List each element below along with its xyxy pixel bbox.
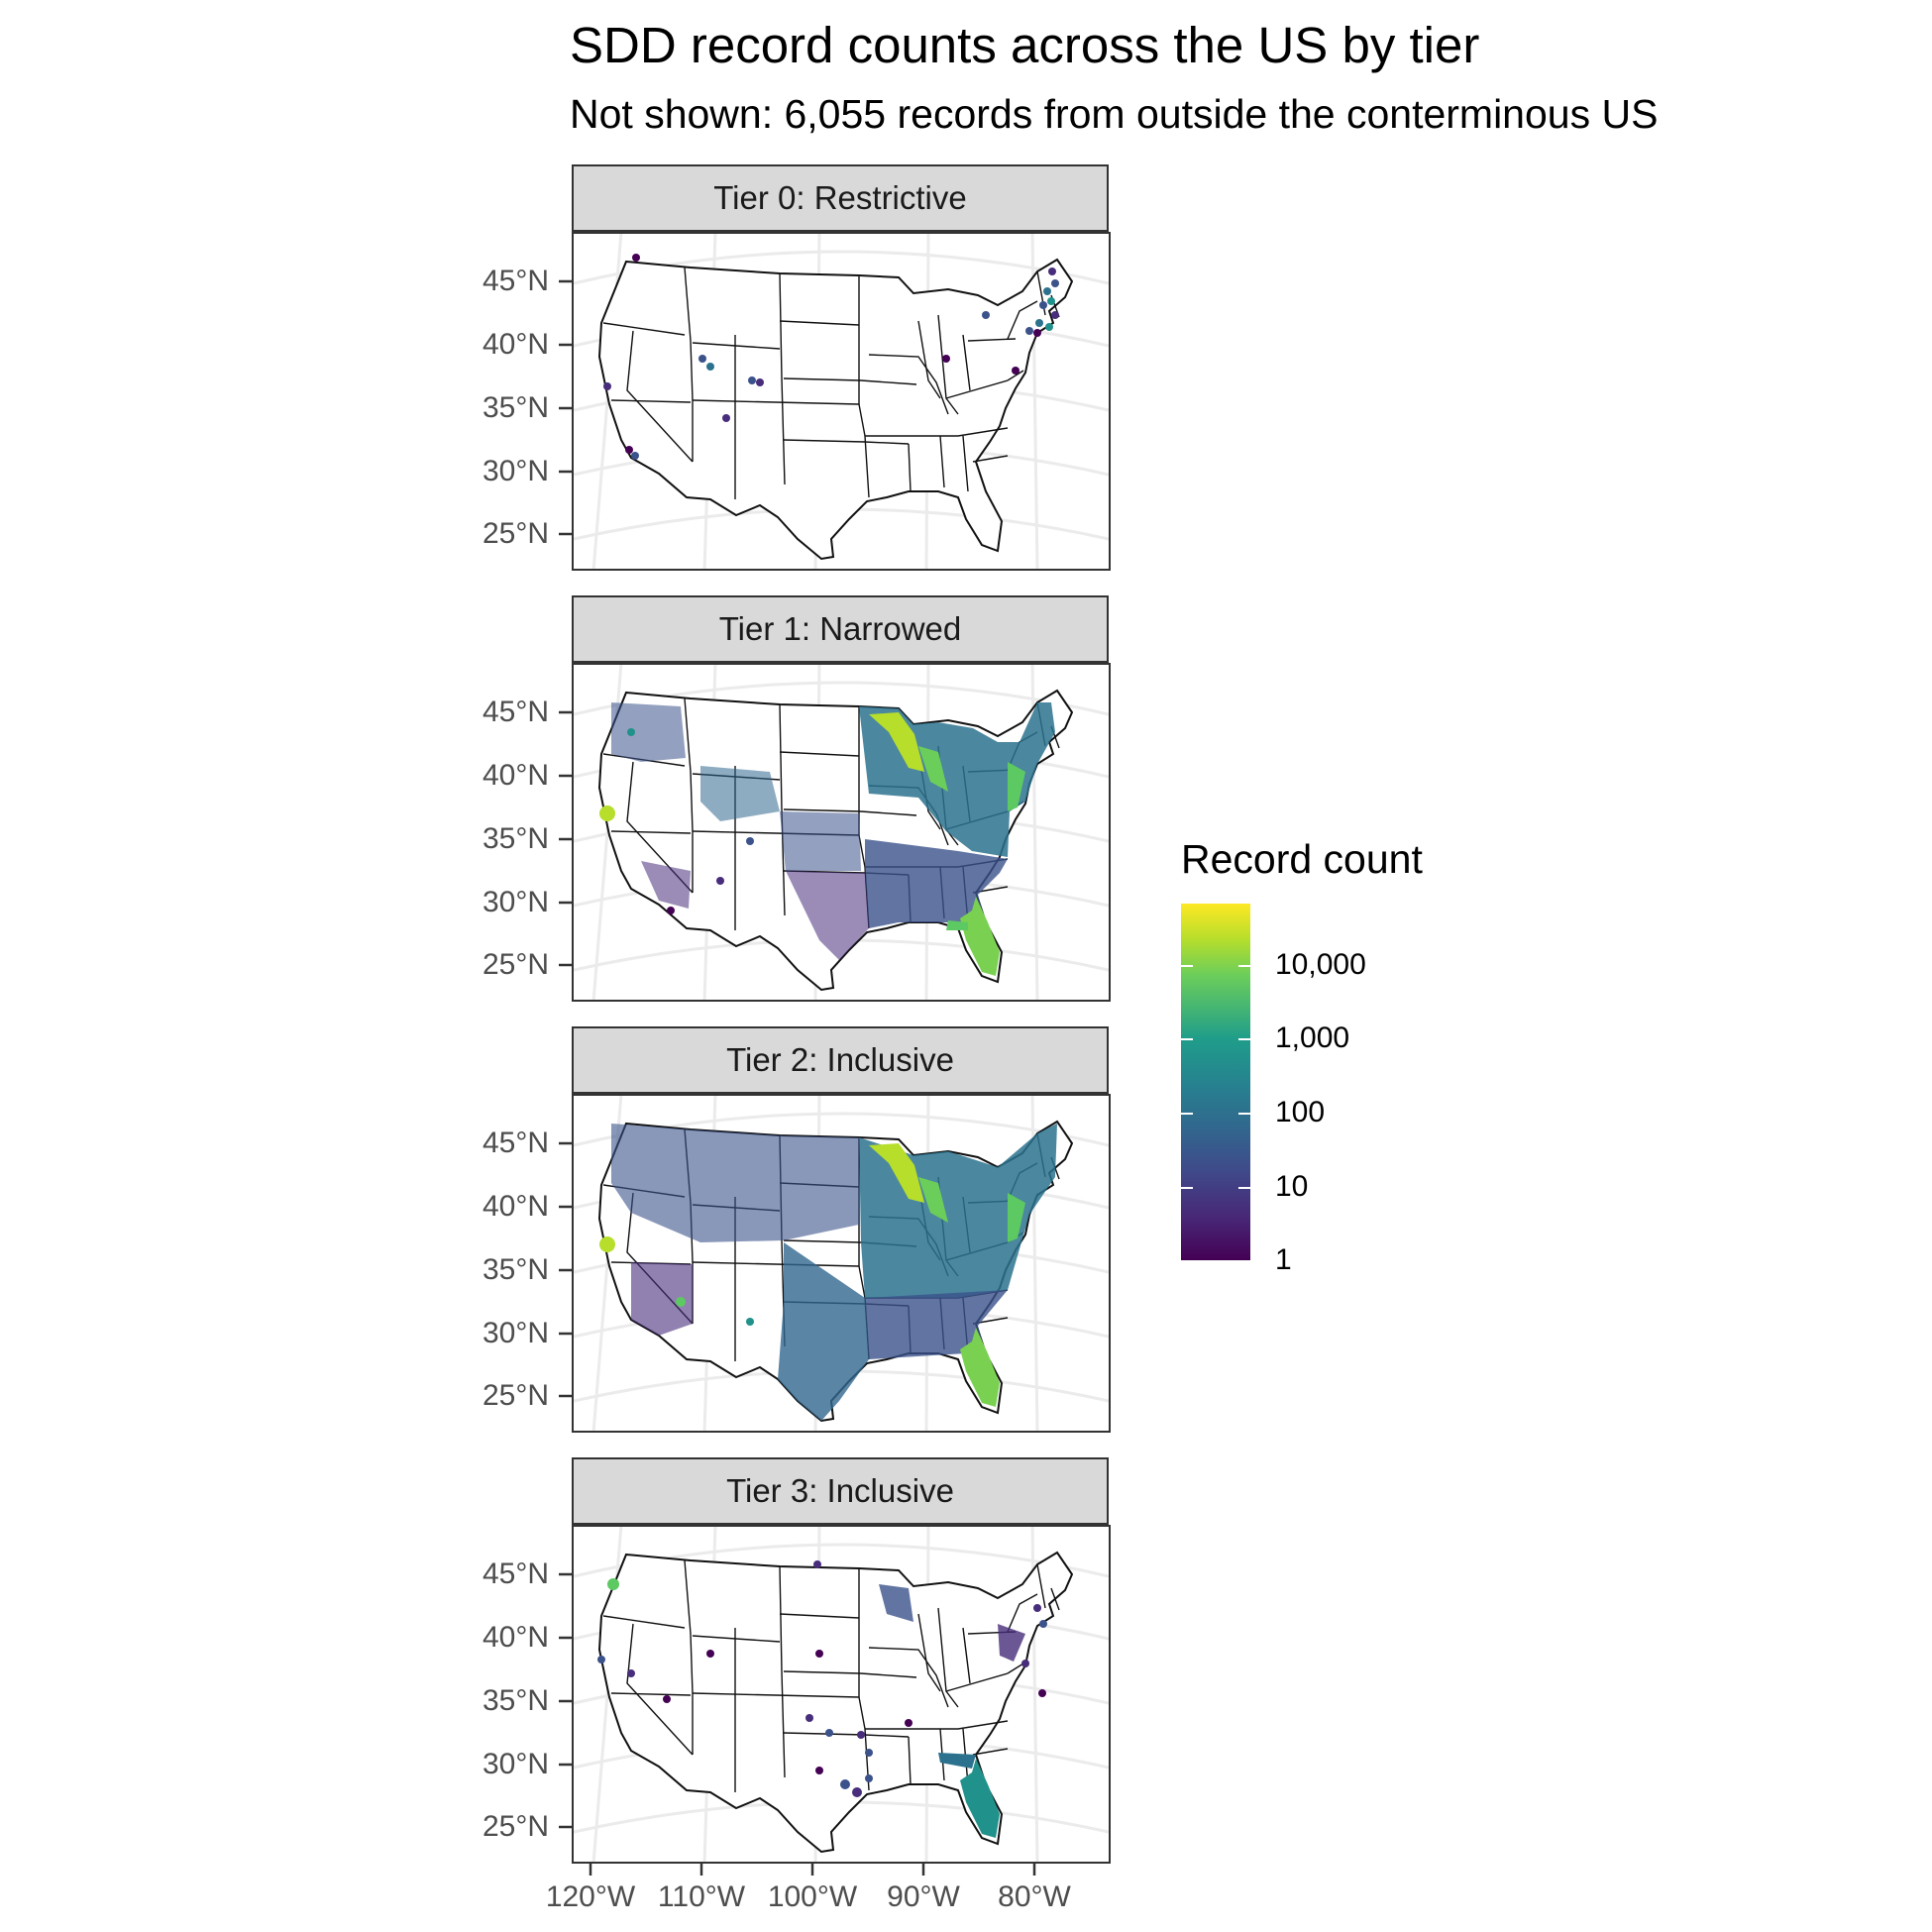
y-tick-label: 40°N [482, 328, 549, 361]
legend-label: 1 [1275, 1243, 1292, 1276]
x-tick-label: 80°W [998, 1880, 1071, 1913]
hexbin-layer [597, 1560, 1047, 1838]
y-tick-label: 35°N [482, 391, 549, 424]
map-plot [572, 663, 1111, 1002]
facet-panel-tier-2: Tier 2: Inclusive [572, 1026, 1111, 1433]
hexbin-layer [603, 254, 1059, 460]
facet-strip: Tier 2: Inclusive [572, 1026, 1109, 1094]
x-tick-label: 90°W [887, 1880, 960, 1913]
y-tick-label: 45°N [482, 1127, 549, 1159]
legend-title: Record count [1181, 836, 1423, 882]
x-tick-label: 110°W [657, 1880, 746, 1913]
map-plot [572, 1525, 1111, 1864]
facet-strip: Tier 3: Inclusive [572, 1457, 1109, 1525]
y-tick-label: 30°N [482, 455, 549, 487]
y-tick-label: 35°N [482, 822, 549, 855]
y-tick-label: 40°N [482, 1621, 549, 1654]
map-title: SDD record counts across the US by tier [570, 17, 1480, 73]
legend-label: 10 [1275, 1170, 1309, 1203]
facet-strip: Tier 0: Restrictive [572, 164, 1109, 232]
y-tick-label: 45°N [482, 1557, 549, 1590]
facet-panel-tier-1: Tier 1: Narrowed [572, 595, 1111, 1002]
y-tick-label: 45°N [482, 265, 549, 297]
y-tick-label: 25°N [482, 1379, 549, 1412]
map-plot [572, 1094, 1111, 1433]
legend-label: 1,000 [1275, 1021, 1350, 1054]
hexbin-layer [599, 702, 1055, 976]
hexbin-layer [599, 1124, 1057, 1421]
legend-colorbar [1181, 904, 1250, 1260]
y-tick-label: 35°N [482, 1253, 549, 1286]
facet-strip: Tier 1: Narrowed [572, 595, 1109, 663]
facet-panel-tier-3: Tier 3: Inclusive [572, 1457, 1111, 1864]
map-plot [572, 232, 1111, 571]
facet-panel-tier-0: Tier 0: Restrictive [572, 164, 1111, 571]
y-tick-label: 30°N [482, 886, 549, 918]
y-tick-label: 30°N [482, 1317, 549, 1349]
y-tick-label: 40°N [482, 1190, 549, 1223]
y-tick-label: 25°N [482, 948, 549, 981]
legend-label: 10,000 [1275, 948, 1366, 981]
y-tick-label: 25°N [482, 517, 549, 550]
x-tick-label: 120°W [545, 1880, 636, 1913]
legend-label: 100 [1275, 1096, 1326, 1128]
y-tick-label: 45°N [482, 696, 549, 728]
y-tick-label: 30°N [482, 1748, 549, 1780]
y-tick-label: 35°N [482, 1684, 549, 1717]
y-tick-label: 25°N [482, 1810, 549, 1843]
x-tick-label: 100°W [767, 1880, 858, 1913]
map-subtitle: Not shown: 6,055 records from outside th… [570, 91, 1659, 137]
y-tick-label: 40°N [482, 759, 549, 792]
